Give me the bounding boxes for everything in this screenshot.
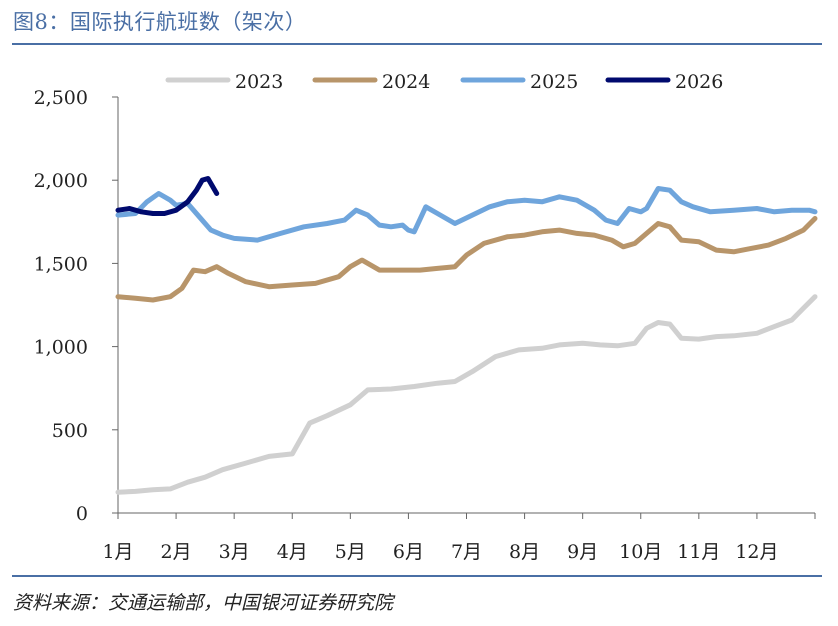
y-tick-label: 2,500	[34, 87, 88, 109]
y-tick-label: 0	[76, 503, 88, 525]
y-axis: 2,500 2,000 1,500 1,000 500 0	[34, 87, 119, 525]
y-tick-label: 2,000	[34, 170, 88, 192]
x-tick-label: 8月	[509, 541, 540, 563]
x-axis: 1月 2月 3月 4月 5月 6月 7月 8月 9月 10月 11月 12月	[102, 512, 816, 563]
series-line-2023	[115, 294, 818, 495]
legend-label-2025: 2025	[530, 71, 578, 93]
x-tick-label: 2月	[161, 541, 192, 563]
x-tick-label: 12月	[735, 541, 778, 563]
x-tick-label: 5月	[335, 541, 366, 563]
x-tick-label: 1月	[102, 541, 133, 563]
x-tick-label: 10月	[619, 541, 662, 563]
series-line-2024	[115, 216, 818, 303]
x-tick-label: 11月	[677, 541, 720, 563]
legend-label-2026: 2026	[675, 71, 723, 93]
legend-label-2024: 2024	[382, 71, 430, 93]
series-lines	[115, 176, 818, 495]
top-rule	[12, 43, 822, 45]
x-tick-label: 3月	[219, 541, 250, 563]
x-tick-label: 7月	[451, 541, 482, 563]
bottom-rule	[12, 575, 822, 577]
source-note: 资料来源：交通运输部，中国银河证券研究院	[13, 592, 394, 614]
legend-label-2023: 2023	[235, 71, 283, 93]
legend: 2023 2024 2025 2026	[165, 71, 723, 93]
y-tick-label: 1,000	[34, 337, 88, 359]
x-tick-label: 4月	[277, 541, 308, 563]
chart-title: 图8：国际执行航班数（架次）	[13, 10, 307, 34]
series-line-2026	[115, 176, 220, 216]
x-tick-label: 6月	[393, 541, 424, 563]
x-tick-label: 9月	[567, 541, 598, 563]
y-tick-label: 1,500	[34, 253, 88, 275]
y-tick-label: 500	[52, 420, 88, 442]
series-line-2025	[115, 186, 818, 243]
